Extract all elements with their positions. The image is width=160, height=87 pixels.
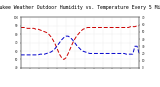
Text: Milwaukee Weather Outdoor Humidity vs. Temperature Every 5 Minutes: Milwaukee Weather Outdoor Humidity vs. T… (0, 5, 160, 10)
